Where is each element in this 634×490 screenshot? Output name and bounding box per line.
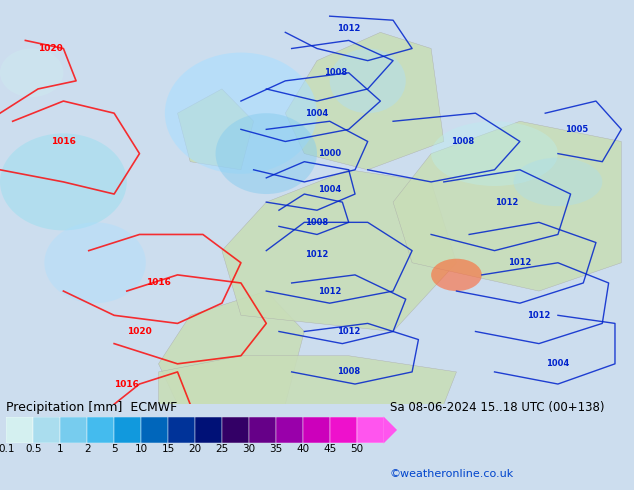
Ellipse shape <box>514 158 602 206</box>
Text: 35: 35 <box>269 444 282 454</box>
Bar <box>249 416 276 443</box>
Text: 50: 50 <box>350 444 363 454</box>
Text: 1: 1 <box>57 444 63 454</box>
Ellipse shape <box>165 52 317 174</box>
Bar <box>276 416 302 443</box>
Bar <box>356 416 384 443</box>
Text: 40: 40 <box>296 444 309 454</box>
Bar <box>302 416 330 443</box>
Text: 1012: 1012 <box>306 250 328 259</box>
Text: 1012: 1012 <box>527 311 550 320</box>
Text: 1012: 1012 <box>318 287 341 295</box>
Text: 1012: 1012 <box>508 258 531 267</box>
Text: 1012: 1012 <box>496 197 519 207</box>
Bar <box>60 416 87 443</box>
Ellipse shape <box>330 49 406 113</box>
Text: 15: 15 <box>162 444 174 454</box>
Polygon shape <box>285 32 444 170</box>
Polygon shape <box>222 170 456 332</box>
Text: 0.5: 0.5 <box>25 444 42 454</box>
Text: 1020: 1020 <box>38 44 63 53</box>
Bar <box>87 416 114 443</box>
Ellipse shape <box>431 259 482 291</box>
Text: 20: 20 <box>188 444 202 454</box>
Text: 1004: 1004 <box>318 186 341 195</box>
Bar <box>222 416 249 443</box>
Polygon shape <box>158 291 304 404</box>
Polygon shape <box>384 416 397 443</box>
Bar <box>195 416 222 443</box>
Ellipse shape <box>44 222 146 303</box>
Text: 1008: 1008 <box>325 68 347 77</box>
Text: 1016: 1016 <box>51 137 76 146</box>
Bar <box>6 416 33 443</box>
Text: 1004: 1004 <box>306 109 328 118</box>
Ellipse shape <box>431 122 558 186</box>
Text: 30: 30 <box>242 444 256 454</box>
Bar <box>330 416 356 443</box>
Text: Sa 08-06-2024 15..18 UTC (00+138): Sa 08-06-2024 15..18 UTC (00+138) <box>390 401 604 414</box>
Text: 1012: 1012 <box>337 24 360 33</box>
Text: 1008: 1008 <box>451 137 474 146</box>
Text: 5: 5 <box>111 444 117 454</box>
Text: 25: 25 <box>216 444 228 454</box>
Bar <box>114 416 141 443</box>
Polygon shape <box>158 356 456 404</box>
Ellipse shape <box>0 49 63 97</box>
Text: 1016: 1016 <box>146 278 171 288</box>
Bar <box>141 416 168 443</box>
Text: 1008: 1008 <box>337 368 360 376</box>
Text: 10: 10 <box>134 444 148 454</box>
Ellipse shape <box>216 113 317 194</box>
Text: 1004: 1004 <box>547 359 569 368</box>
Polygon shape <box>393 122 621 291</box>
Text: 1005: 1005 <box>566 125 588 134</box>
Bar <box>168 416 195 443</box>
Text: Precipitation [mm]  ECMWF: Precipitation [mm] ECMWF <box>6 401 178 414</box>
Text: 1000: 1000 <box>318 149 341 158</box>
Text: 1008: 1008 <box>306 218 328 227</box>
Bar <box>33 416 60 443</box>
Text: 45: 45 <box>323 444 336 454</box>
Ellipse shape <box>0 133 127 230</box>
Text: 1012: 1012 <box>337 327 360 336</box>
Text: 0.1: 0.1 <box>0 444 15 454</box>
Text: ©weatheronline.co.uk: ©weatheronline.co.uk <box>390 469 514 479</box>
Text: 1020: 1020 <box>127 327 152 336</box>
Polygon shape <box>178 89 254 170</box>
Text: 1016: 1016 <box>114 380 139 389</box>
Text: 2: 2 <box>84 444 91 454</box>
